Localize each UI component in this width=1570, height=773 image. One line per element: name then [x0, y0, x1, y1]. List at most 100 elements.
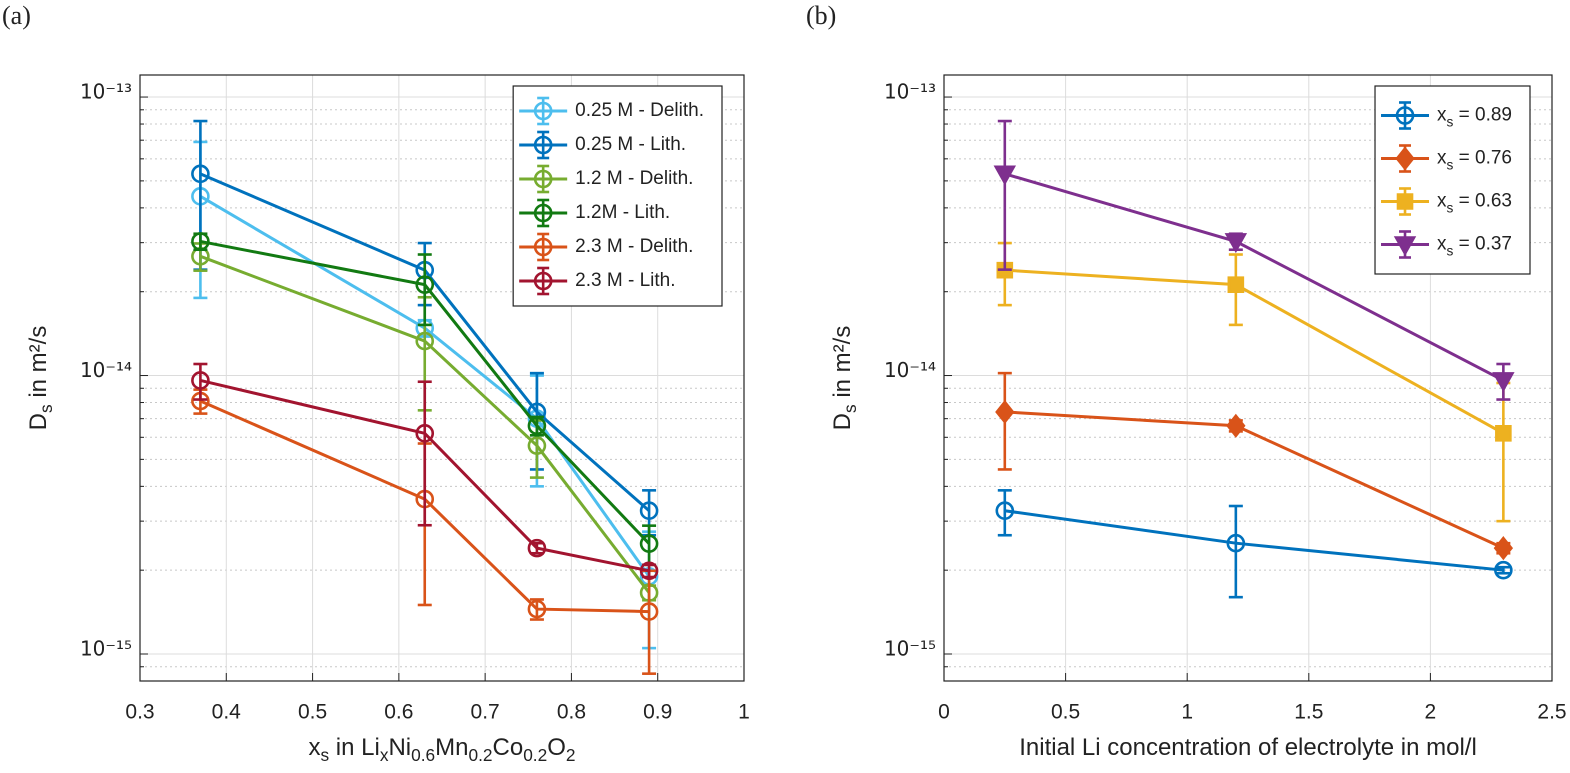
marker — [527, 538, 547, 558]
legend-label: 0.25 M - Lith. — [575, 134, 686, 155]
x-axis-label: Initial Li concentration of electrolyte … — [1019, 734, 1477, 761]
marker — [527, 436, 547, 455]
marker — [191, 232, 210, 251]
marker — [415, 275, 435, 294]
legend: 0.25 M - Delith. 0.25 M - Lith. 1.2 M - De… — [512, 85, 723, 307]
text-part: x — [380, 745, 389, 765]
text-part: 2 — [566, 745, 576, 765]
y-tick-label: 10⁻¹³ — [80, 80, 132, 104]
legend-marker — [533, 101, 553, 121]
legend-marker — [533, 169, 553, 189]
marker — [639, 534, 659, 553]
text-part: = 0.63 — [1453, 191, 1512, 212]
text-part: 0.6 — [411, 745, 435, 765]
text-part: s — [320, 745, 329, 765]
x-tick-label: 0 — [938, 701, 950, 724]
text-part: s — [840, 404, 860, 413]
x-tick-label: 2 — [1425, 701, 1437, 724]
marker — [191, 371, 210, 390]
y-axis-label: Ds in m²/s — [25, 326, 55, 431]
error-bar — [997, 489, 1012, 537]
text-part: in m²/s — [829, 326, 856, 405]
x-tick-label: 1.5 — [1294, 701, 1323, 724]
error-bar — [997, 119, 1012, 271]
marker — [527, 599, 547, 619]
x-tick-label: 0.3 — [125, 701, 154, 724]
axes-frame — [943, 74, 1553, 682]
legend-label: xs = 0.76 — [1437, 148, 1512, 173]
series-line — [199, 172, 651, 512]
y-tick-label: 10⁻¹⁵ — [884, 637, 936, 661]
text-part: 0.2 — [523, 745, 547, 765]
marker — [415, 424, 435, 443]
text-part: Initial Li concentration of electrolyte … — [1019, 734, 1477, 761]
x-tick-label: 0.4 — [212, 701, 242, 724]
legend-label: xs = 0.63 — [1437, 191, 1512, 216]
text-part: in m²/s — [25, 326, 52, 405]
legend-marker — [1393, 236, 1417, 257]
y-tick-label: 10⁻¹⁴ — [884, 358, 936, 382]
text-part: x — [1437, 234, 1447, 255]
panel-label: (b) — [806, 1, 836, 30]
marker — [639, 602, 659, 621]
x-tick-label: 0.7 — [471, 701, 500, 724]
y-tick-label: 10⁻¹⁵ — [80, 637, 132, 661]
x-axis-label: xs in LixNi0.6Mn0.2Co0.2O2 — [308, 734, 575, 764]
series-line — [200, 379, 650, 573]
error-bar — [417, 253, 432, 327]
text-part: D — [25, 413, 52, 430]
text-part: s — [1447, 200, 1454, 215]
x-tick-label: 0.5 — [1051, 701, 1080, 724]
text-part: s — [36, 404, 56, 413]
text-part: 0.2 — [469, 745, 493, 765]
legend-marker — [1396, 193, 1414, 210]
text-part: x — [1437, 191, 1447, 212]
text-part: x — [308, 734, 320, 761]
marker — [639, 501, 659, 521]
panel-label: (a) — [2, 1, 31, 30]
legend-label: xs = 0.37 — [1437, 234, 1512, 259]
legend-box — [512, 85, 723, 307]
marker — [191, 164, 210, 184]
x-tick-label: 0.8 — [557, 701, 586, 724]
legend-marker — [533, 203, 553, 223]
y-tick-label: 10⁻¹⁴ — [80, 358, 132, 382]
text-part: x — [1437, 105, 1447, 126]
legend-marker — [533, 135, 553, 155]
marker — [995, 399, 1015, 425]
marker — [415, 331, 435, 351]
x-tick-label: 1 — [1181, 701, 1193, 724]
text-part: = 0.76 — [1453, 148, 1512, 169]
legend-marker — [1395, 106, 1415, 125]
legend-label: xs = 0.89 — [1437, 105, 1512, 130]
marker — [1493, 536, 1514, 561]
marker — [1494, 560, 1513, 580]
panel: (a) 10⁻¹⁵ 10⁻¹⁴ 10⁻¹³ 0.3 0.4 0.5 0.6 0.7 0.8 0.9 1… — [2, 1, 750, 765]
text-part: s — [1447, 114, 1454, 129]
text-part: = 0.37 — [1453, 234, 1512, 255]
text-part: x — [1437, 148, 1447, 169]
x-tick-label: 1 — [738, 701, 750, 724]
legend-label: 0.25 M - Delith. — [575, 100, 704, 121]
legend-label: 2.3 M - Delith. — [575, 236, 693, 257]
text-part: O — [547, 734, 566, 761]
text-part: Co — [493, 734, 524, 761]
x-tick-label: 0.6 — [384, 701, 413, 724]
legend-marker — [533, 237, 553, 257]
y-tick-label: 10⁻¹³ — [884, 80, 936, 104]
error-bar — [417, 380, 432, 527]
y-axis-label: Ds in m²/s — [829, 326, 859, 431]
marker — [1226, 533, 1246, 553]
text-part: s — [1447, 243, 1454, 258]
marker — [1492, 372, 1515, 393]
legend-marker — [1395, 146, 1415, 171]
marker — [527, 416, 547, 436]
series-line — [200, 239, 651, 545]
error-bar — [1496, 565, 1511, 575]
text-part: Ni — [388, 734, 411, 761]
error-bar — [193, 362, 208, 401]
legend-marker — [533, 271, 553, 291]
text-part: in Li — [329, 734, 380, 761]
